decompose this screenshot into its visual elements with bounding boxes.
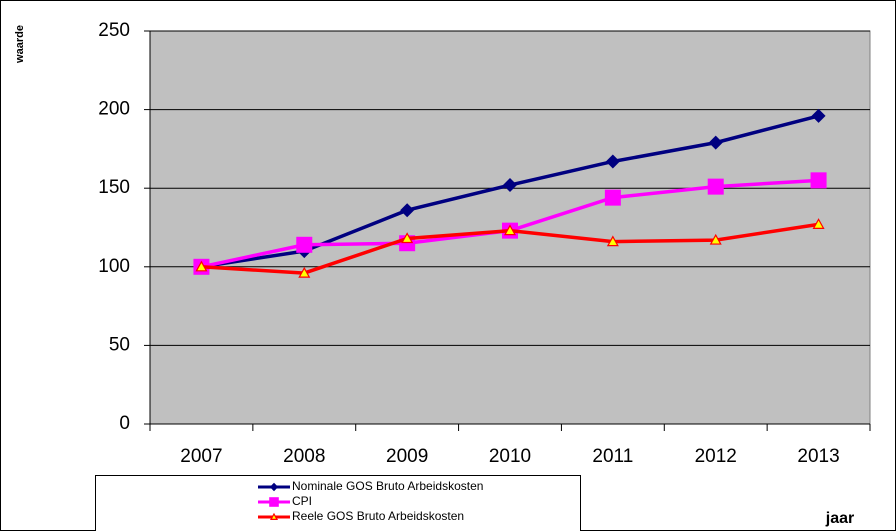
legend-label: CPI xyxy=(292,494,312,508)
x-tick-label: 2012 xyxy=(695,446,737,467)
marker xyxy=(604,189,621,206)
marker xyxy=(503,224,517,236)
y-tick-label: 200 xyxy=(98,99,130,120)
marker xyxy=(400,203,415,218)
marker xyxy=(269,512,279,520)
y-tick-label: 250 xyxy=(98,20,130,41)
x-tick-label: 2010 xyxy=(489,446,531,467)
marker xyxy=(708,135,723,150)
marker xyxy=(605,154,620,169)
marker xyxy=(606,235,619,247)
y-tick-label: 100 xyxy=(98,256,130,277)
x-tick-label: 2009 xyxy=(386,446,428,467)
marker xyxy=(812,218,825,229)
marker xyxy=(298,266,311,278)
x-tick-label: 2007 xyxy=(180,446,222,467)
marker xyxy=(269,482,279,492)
y-tick-label: 0 xyxy=(119,413,130,434)
y-tick-label: 50 xyxy=(109,334,130,355)
x-axis-label: jaar xyxy=(825,510,854,527)
marker xyxy=(269,497,279,507)
legend-label: Reele GOS Bruto Arbeidskosten xyxy=(292,509,464,523)
legend xyxy=(95,475,581,531)
marker xyxy=(401,232,414,244)
marker xyxy=(707,178,724,195)
marker xyxy=(709,233,722,245)
x-tick-label: 2008 xyxy=(283,446,325,467)
legend-label: Nominale GOS Bruto Arbeidskosten xyxy=(292,479,483,493)
y-axis-label: waarde xyxy=(14,25,26,64)
marker xyxy=(503,178,517,193)
marker xyxy=(810,172,827,189)
marker xyxy=(811,108,826,123)
y-tick-label: 150 xyxy=(98,177,130,198)
x-tick-label: 2011 xyxy=(592,446,633,467)
marker xyxy=(296,236,313,253)
x-tick-label: 2013 xyxy=(797,446,839,467)
marker xyxy=(195,260,208,272)
